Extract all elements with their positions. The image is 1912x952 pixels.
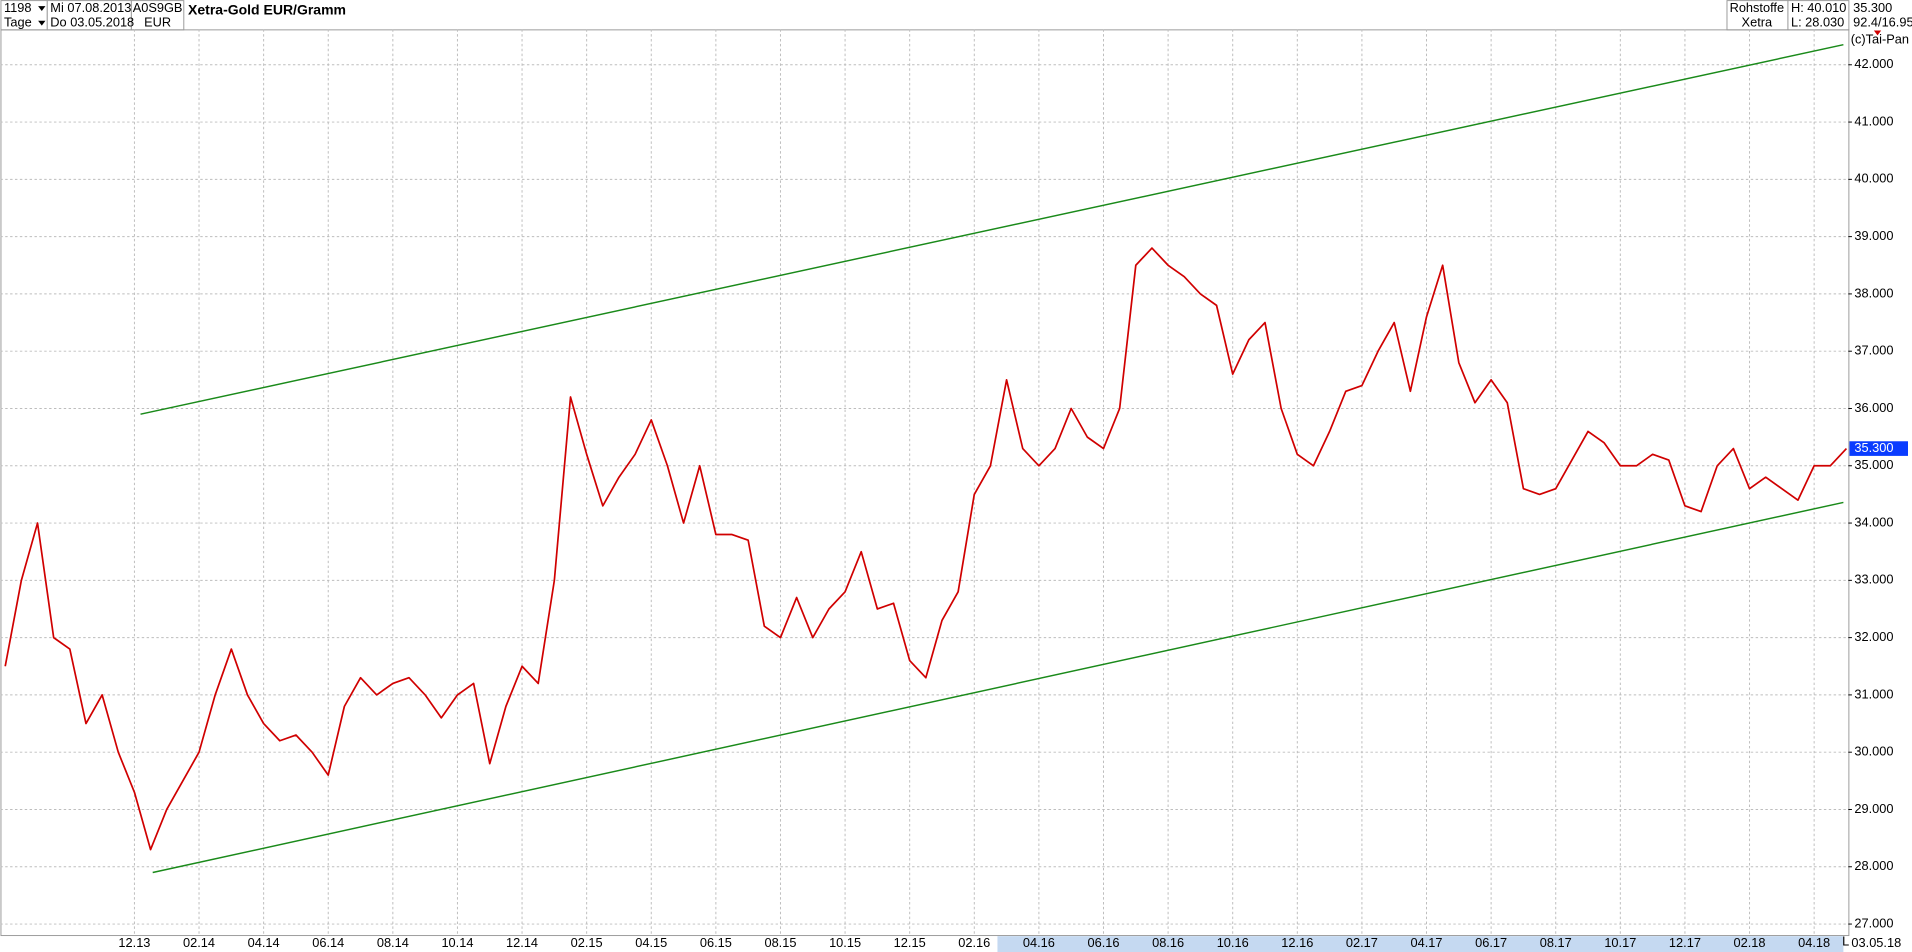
x-tick-label: 10.15 [829, 935, 861, 950]
trend-line [140, 44, 1844, 415]
y-tick-label: 36.000 [1854, 400, 1893, 415]
x-tick-label: 10.16 [1217, 935, 1249, 950]
y-tick-label: 27.000 [1854, 915, 1893, 930]
y-tick-label: 41.000 [1854, 113, 1893, 128]
plot-frame [0, 29, 1850, 937]
to-date: Do 03.05.2018 [50, 15, 134, 30]
x-tick-label: 04.16 [1023, 935, 1055, 950]
y-tick-label: 29.000 [1854, 801, 1893, 816]
x-tick-label: 10.17 [1604, 935, 1636, 950]
high: H: 40.010 [1791, 0, 1846, 15]
end-date: 03.05.18 [1851, 935, 1901, 950]
y-tick-label: 39.000 [1854, 228, 1893, 243]
x-tick-label: 04.14 [248, 935, 280, 950]
x-tick-label: 04.17 [1411, 935, 1443, 950]
x-tick-label: 12.17 [1669, 935, 1701, 950]
y-tick-label: 35.000 [1854, 457, 1893, 472]
group: Rohstoffe [1730, 0, 1784, 15]
y-tick-label: 31.000 [1854, 686, 1893, 701]
count-cell[interactable] [0, 0, 48, 31]
x-tick-label: 10.14 [441, 935, 473, 950]
x-tick-label: 06.15 [700, 935, 732, 950]
x-tick-label: 04.15 [635, 935, 667, 950]
y-tick-label: 40.000 [1854, 171, 1893, 186]
dropdown-arrow[interactable] [38, 6, 46, 11]
x-tick-label: 08.16 [1152, 935, 1184, 950]
x-tick-label: 06.17 [1475, 935, 1507, 950]
currency: EUR [144, 15, 171, 30]
isin-cell [130, 0, 185, 31]
date-cell [46, 0, 132, 31]
x-tick-label: 02.18 [1734, 935, 1766, 950]
from-date: Mi 07.08.2013 [50, 0, 131, 15]
x-tick-label: 08.17 [1540, 935, 1572, 950]
last-price-label: 35.300 [1854, 440, 1893, 455]
y-tick-label: 30.000 [1854, 744, 1893, 759]
x-tick-label: 08.14 [377, 935, 409, 950]
chart-title: Xetra-Gold EUR/Gramm [188, 2, 346, 18]
x-tick-label: 12.16 [1281, 935, 1313, 950]
price-line [4, 247, 1848, 851]
copyright: (c)Tai-Pan [1851, 32, 1909, 47]
ratio: 92.4/16.95 [1853, 15, 1912, 30]
x-tick-label: 06.16 [1088, 935, 1120, 950]
last-price: 35.300 [1853, 0, 1892, 15]
trend-line [152, 501, 1844, 874]
x-tick-label: 12.14 [506, 935, 538, 950]
exchange: Xetra [1742, 15, 1773, 30]
count[interactable]: 1198 [4, 0, 31, 15]
period[interactable]: Tage [4, 15, 32, 30]
y-tick-label: 33.000 [1854, 572, 1893, 587]
x-tick-label: 02.14 [183, 935, 215, 950]
y-tick-label: 42.000 [1854, 56, 1893, 71]
x-tick-label: 06.14 [312, 935, 344, 950]
y-tick-label: 28.000 [1854, 858, 1893, 873]
x-tick-label: 12.13 [118, 935, 150, 950]
selection-band [997, 936, 1844, 952]
x-tick-label: 12.15 [894, 935, 926, 950]
last-price-box [1849, 441, 1908, 456]
y-tick-label: 34.000 [1854, 514, 1893, 529]
scale-mode[interactable]: L [1842, 934, 1849, 949]
x-tick-label: 04.18 [1798, 935, 1830, 950]
dropdown-arrow[interactable] [38, 20, 46, 26]
x-tick-label: 02.15 [571, 935, 603, 950]
x-tick-label: 02.16 [958, 935, 990, 950]
low: L: 28.030 [1791, 15, 1844, 30]
x-tick-label: 08.15 [764, 935, 796, 950]
y-tick-label: 37.000 [1854, 343, 1893, 358]
isin: A0S9GB [133, 0, 183, 15]
y-tick-label: 38.000 [1854, 285, 1893, 300]
x-tick-label: 02.17 [1346, 935, 1378, 950]
marker-arrow [1873, 30, 1882, 36]
y-tick-label: 32.000 [1854, 629, 1893, 644]
